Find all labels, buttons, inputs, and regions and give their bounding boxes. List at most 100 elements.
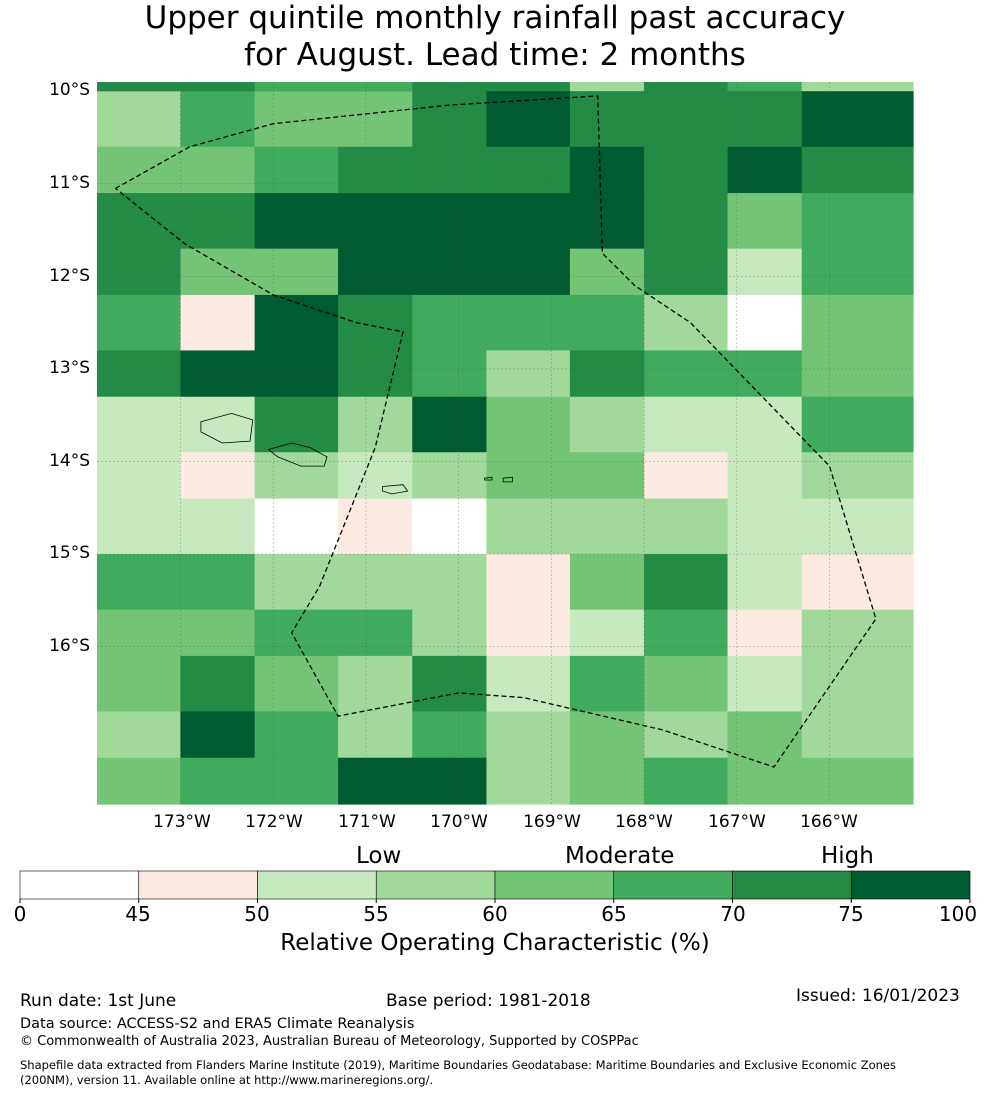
colorbar-segment: [613, 870, 733, 900]
grid-cell: [254, 91, 339, 148]
grid-cell: [727, 711, 803, 759]
grid-cell: [97, 757, 182, 805]
grid-cell: [180, 554, 256, 611]
island-outline: [382, 484, 409, 495]
grid-cell: [644, 294, 729, 352]
grid-cell: [338, 711, 413, 759]
grid-cell: [97, 554, 182, 611]
grid-cell: [727, 193, 803, 250]
grid-cell: [254, 757, 339, 805]
grid-cell: [412, 498, 488, 555]
grid-cell: [801, 193, 914, 250]
colorbar-label: Relative Operating Characteristic (%): [280, 930, 710, 956]
grid-cell: [486, 193, 571, 250]
colorbar: [19, 870, 971, 903]
grid-cell: [486, 757, 571, 805]
grid-cell: [180, 655, 256, 713]
grid-cell: [180, 193, 256, 250]
grid-cell: [727, 248, 803, 296]
grid-cell: [569, 82, 645, 92]
lat-label: 11°S: [49, 173, 90, 193]
colorbar-segment: [850, 870, 971, 900]
colorbar-segment: [375, 870, 496, 900]
grid-cell: [180, 248, 256, 296]
colorbar-segment: [732, 870, 852, 900]
grid-cell: [254, 655, 339, 713]
grid-cell: [801, 452, 914, 500]
grid-cell: [644, 609, 729, 657]
grid-cell: [486, 711, 571, 759]
grid-cell: [254, 350, 339, 398]
grid-cell: [569, 146, 645, 194]
grid-cell: [644, 655, 729, 713]
grid-cell: [727, 146, 803, 194]
grid-cell: [97, 248, 182, 296]
grid-cell: [801, 711, 914, 759]
grid-cell: [569, 350, 645, 398]
grid-cell: [486, 82, 571, 92]
grid-cell: [801, 350, 914, 398]
grid-cell: [97, 498, 182, 555]
grid-cell: [97, 396, 182, 453]
grid-cell: [569, 655, 645, 713]
colorbar-segment: [19, 870, 140, 900]
grid-cell: [338, 248, 413, 296]
copyright: © Commonwealth of Australia 2023, Austra…: [20, 1034, 639, 1049]
grid-cell: [338, 609, 413, 657]
grid-cell: [569, 554, 645, 611]
grid-cell: [97, 82, 182, 92]
grid-cell: [97, 146, 182, 194]
grid-cell: [801, 82, 914, 92]
lon-label: 168°W: [615, 812, 673, 832]
grid-cell: [338, 146, 413, 194]
grid-cell: [338, 350, 413, 398]
grid-cell: [644, 452, 729, 500]
grid-cell: [254, 498, 339, 555]
grid-cell: [801, 248, 914, 296]
colorbar-segment: [257, 870, 377, 900]
grid-cell: [801, 498, 914, 555]
grid-cell: [727, 554, 803, 611]
grid-cell: [801, 757, 914, 805]
lat-label: 13°S: [49, 358, 90, 378]
title-line-1: Upper quintile monthly rainfall past acc…: [144, 0, 846, 36]
lon-label: 173°W: [153, 812, 211, 832]
grid-cell: [569, 193, 645, 250]
lon-label: 166°W: [800, 812, 858, 832]
run-date: Run date: 1st June: [20, 991, 177, 1011]
grid-cell: [727, 452, 803, 500]
grid-cell: [97, 350, 182, 398]
lon-label: 170°W: [430, 812, 488, 832]
grid-cell: [412, 294, 488, 352]
grid-cell: [801, 294, 914, 352]
grid-cell: [412, 609, 488, 657]
grid-cell: [801, 609, 914, 657]
island-outline: [267, 442, 328, 467]
lat-label: 16°S: [49, 636, 90, 656]
grid-cell: [644, 82, 729, 92]
lon-label: 172°W: [245, 812, 303, 832]
grid-cell: [727, 757, 803, 805]
issued-date: Issued: 16/01/2023: [796, 986, 960, 1006]
grid-cell: [644, 554, 729, 611]
grid-cell: [254, 82, 339, 92]
colorbar-segment: [494, 870, 615, 900]
category-low: Low: [356, 843, 402, 869]
lat-label: 15°S: [49, 543, 90, 563]
grid-cell: [338, 82, 413, 92]
grid-cell: [644, 91, 729, 148]
grid-cell: [338, 452, 413, 500]
grid-cell: [801, 554, 914, 611]
grid-cell: [97, 91, 182, 148]
grid-cell: [97, 452, 182, 500]
grid-cell: [338, 396, 413, 453]
grid-cell: [180, 609, 256, 657]
grid-cell: [97, 655, 182, 713]
colorbar-tick: 65: [601, 902, 627, 926]
grid-cell: [338, 294, 413, 352]
grid-cell: [486, 248, 571, 296]
grid-cell: [569, 757, 645, 805]
grid-cell: [338, 554, 413, 611]
title-line-2: for August. Lead time: 2 months: [244, 37, 746, 73]
grid-cell: [727, 396, 803, 453]
